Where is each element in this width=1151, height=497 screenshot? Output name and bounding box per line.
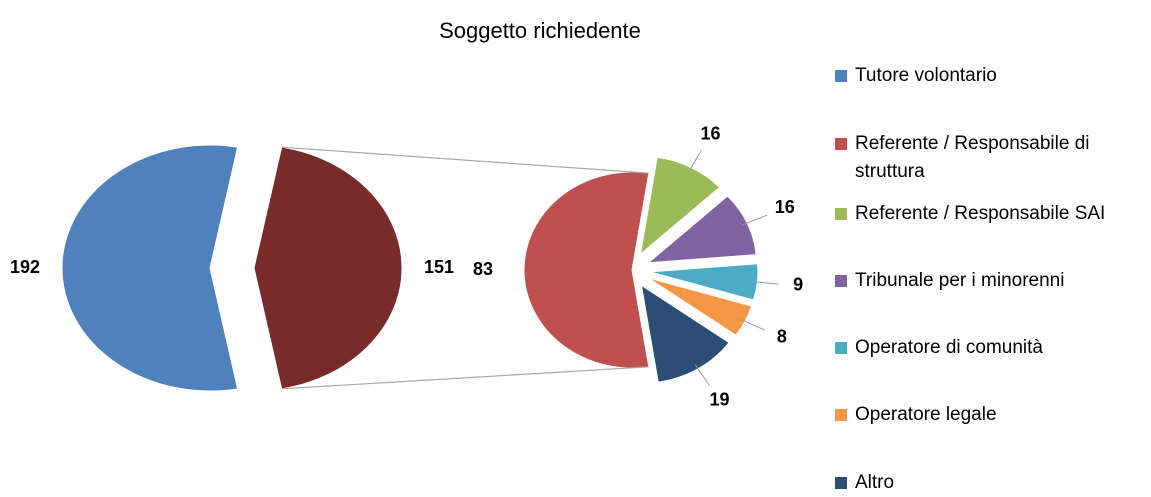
legend-item: Operatore legale xyxy=(835,401,1135,429)
legend-swatch xyxy=(835,477,847,489)
legend-label: Referente / Responsabile SAI xyxy=(855,203,1106,224)
legend-item: Operatore di comunità xyxy=(835,334,1135,362)
legend-item: Altro xyxy=(835,469,1135,497)
legend-label: Tutore volontario xyxy=(855,65,997,86)
legend-label: Referente / Responsabile di struttura xyxy=(855,133,1090,182)
legend-swatch xyxy=(835,208,847,220)
legend-item: Referente / Responsabile SAI xyxy=(835,200,1135,228)
legend-label: Operatore legale xyxy=(855,404,997,425)
connector-line xyxy=(281,146,649,174)
legend-item: Tutore volontario xyxy=(835,62,1135,90)
leader-line xyxy=(688,150,702,173)
leader-line xyxy=(739,318,765,331)
data-label: 151 xyxy=(424,257,454,277)
data-label: 16 xyxy=(700,123,720,143)
legend-item: Tribunale per i minorenni xyxy=(835,267,1135,295)
legend-swatch xyxy=(835,342,847,354)
pie-slice xyxy=(61,144,239,392)
leader-line xyxy=(751,281,779,285)
legend-label: Operatore di comunità xyxy=(855,337,1043,358)
leader-line xyxy=(742,214,768,226)
leader-line xyxy=(694,364,710,386)
legend-swatch xyxy=(835,409,847,421)
data-label: 192 xyxy=(10,257,40,277)
pie-slice xyxy=(253,146,403,390)
legend-label: Tribunale per i minorenni xyxy=(855,270,1065,291)
connector-line xyxy=(281,366,649,390)
chart-title: Soggetto richiedente xyxy=(439,18,641,43)
legend-swatch xyxy=(835,275,847,287)
data-label: 16 xyxy=(775,197,795,217)
legend-item: Referente / Responsabile di struttura xyxy=(835,130,1135,186)
data-label: 8 xyxy=(777,326,787,346)
legend-swatch xyxy=(835,138,847,150)
pie-slice xyxy=(523,171,650,369)
data-label: 19 xyxy=(709,389,729,409)
data-label: 83 xyxy=(473,259,493,279)
legend-swatch xyxy=(835,70,847,82)
legend-label: Altro xyxy=(855,472,895,493)
data-label: 9 xyxy=(793,275,803,295)
